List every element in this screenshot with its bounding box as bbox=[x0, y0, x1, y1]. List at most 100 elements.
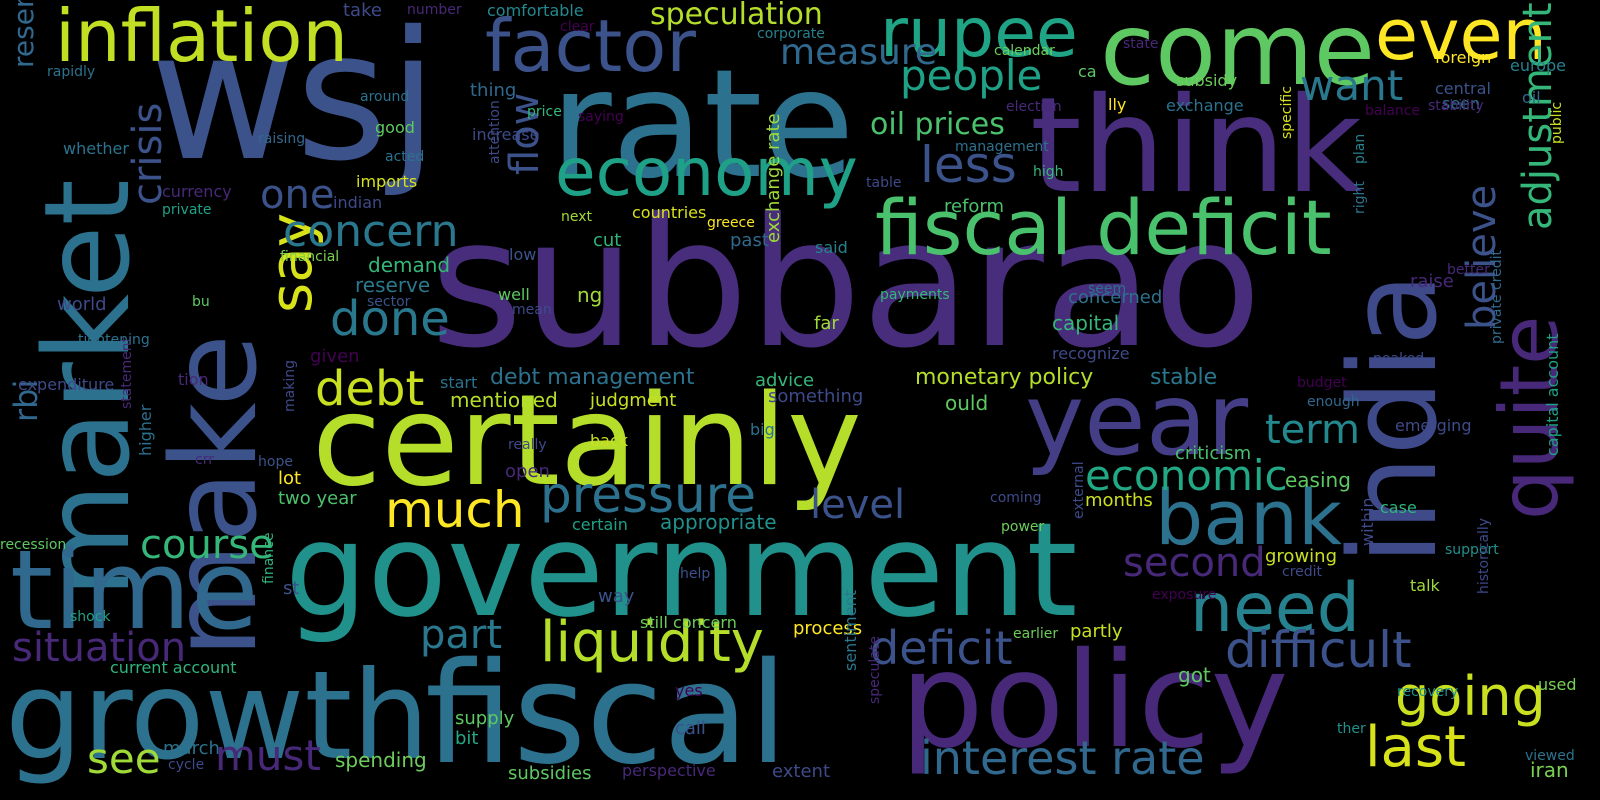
word-concern: concern bbox=[283, 206, 459, 257]
word-saying: saying bbox=[578, 109, 624, 125]
word-st: st bbox=[283, 578, 300, 599]
word-ther: ther bbox=[1337, 721, 1366, 737]
word-private-credit: private credit bbox=[1489, 250, 1505, 344]
word-monetary-policy: monetary policy bbox=[915, 365, 1094, 390]
word-oil-prices: oil prices bbox=[870, 107, 1005, 142]
word-external: external bbox=[1071, 461, 1087, 519]
word-ng: ng bbox=[577, 283, 603, 307]
word-oil: oil bbox=[1522, 88, 1541, 107]
word-power: power bbox=[1001, 519, 1045, 535]
word-partly: partly bbox=[1070, 621, 1123, 642]
word-ca: ca bbox=[1078, 62, 1097, 81]
word-take: take bbox=[343, 0, 382, 21]
word-economy: economy bbox=[555, 134, 858, 211]
word-tightening: tightening bbox=[78, 332, 150, 348]
word-interest-rate: interest rate bbox=[920, 731, 1205, 785]
word-lly: lly bbox=[1108, 95, 1127, 114]
word-credit: credit bbox=[1282, 564, 1323, 580]
word-seen: seen bbox=[1442, 94, 1481, 113]
word-expenditure: expenditure bbox=[18, 375, 115, 394]
word-criticism: criticism bbox=[1175, 443, 1252, 464]
word-measure: measure bbox=[780, 32, 938, 73]
word-recognize: recognize bbox=[1052, 344, 1130, 363]
word-help: help bbox=[680, 566, 711, 582]
word-calendar: calendar bbox=[994, 43, 1055, 59]
word-back: back bbox=[590, 431, 629, 450]
word-debt: debt bbox=[315, 361, 425, 417]
word-difficult: difficult bbox=[1225, 621, 1412, 679]
word-subsidy: subsidy bbox=[1176, 71, 1238, 90]
word-next: next bbox=[561, 209, 593, 225]
word-big: big bbox=[750, 420, 775, 439]
word-used: used bbox=[1538, 675, 1577, 694]
word-economic: economic bbox=[1085, 451, 1288, 500]
word-rupee: rupee bbox=[880, 0, 1078, 73]
word-reform: reform bbox=[944, 196, 1005, 217]
word-think: think bbox=[1030, 69, 1363, 223]
word-clear: clear bbox=[560, 19, 595, 35]
word-raising: raising bbox=[258, 131, 306, 147]
word-viewed: viewed bbox=[1525, 748, 1575, 764]
word-need: need bbox=[1190, 569, 1360, 648]
word-still-concern: still concern bbox=[640, 613, 737, 632]
word-emerging: emerging bbox=[1395, 416, 1472, 435]
word-payments: payments bbox=[880, 287, 950, 303]
word-situation: situation bbox=[12, 625, 187, 671]
word-pressure: pressure bbox=[540, 466, 756, 524]
word-enough: enough bbox=[1307, 394, 1360, 410]
word-reserve-bank: reserve bank bbox=[7, 0, 40, 68]
word-perspective: perspective bbox=[622, 761, 716, 780]
word-sentiment: sentiment bbox=[841, 590, 860, 671]
word-yes: yes bbox=[675, 681, 703, 700]
word-capital: capital bbox=[1052, 311, 1120, 335]
word-fiscal-deficit: fiscal deficit bbox=[875, 183, 1332, 272]
word-said: said bbox=[815, 238, 848, 257]
word-spending: spending bbox=[335, 748, 427, 772]
word-comfortable: comfortable bbox=[487, 1, 584, 20]
word-balance: balance bbox=[1365, 103, 1421, 119]
word-higher: higher bbox=[136, 404, 155, 456]
word-liquidity: liquidity bbox=[540, 610, 764, 675]
word-subsidies: subsidies bbox=[508, 763, 592, 784]
word-recovery: recovery bbox=[1397, 684, 1459, 700]
word-people: people bbox=[900, 51, 1043, 100]
word-debt-management: debt management bbox=[490, 365, 695, 390]
word-rapidly: rapidly bbox=[47, 64, 96, 80]
word-past: past bbox=[730, 230, 769, 251]
word-table: table bbox=[866, 175, 902, 191]
word-mentioned: mentioned bbox=[450, 388, 558, 412]
word-less: less bbox=[920, 136, 1017, 194]
word-support: support bbox=[1445, 542, 1499, 558]
word-demand: demand bbox=[368, 253, 451, 277]
word-increase: increase bbox=[472, 125, 540, 144]
word-within: within bbox=[1358, 497, 1377, 546]
word-subbarao: subbarao bbox=[430, 180, 1262, 387]
word-going: going bbox=[1395, 665, 1546, 728]
word-mean: mean bbox=[512, 302, 552, 318]
word-last: last bbox=[1365, 715, 1467, 780]
word-state: state bbox=[1123, 36, 1159, 52]
word-level: level bbox=[810, 482, 906, 528]
word-cycle: cycle bbox=[168, 757, 205, 773]
word-concerned: concerned bbox=[1068, 287, 1163, 308]
word-central: central bbox=[1435, 79, 1491, 98]
word-far: far bbox=[814, 313, 839, 334]
word-inflation: inflation bbox=[55, 0, 349, 78]
word-management: management bbox=[955, 139, 1049, 155]
word-peaked: peaked bbox=[1373, 351, 1425, 367]
word-attention: attention bbox=[487, 100, 503, 164]
word-making: making bbox=[282, 360, 298, 412]
word-indian: indian bbox=[333, 193, 383, 212]
word-growing: growing bbox=[1265, 546, 1337, 567]
word-year: year bbox=[1025, 361, 1249, 478]
word-government: government bbox=[285, 494, 1078, 646]
word-tion: tion bbox=[178, 370, 209, 389]
word-recession: recession bbox=[0, 537, 67, 553]
word-price: price bbox=[527, 104, 562, 120]
word-certainly: certainly bbox=[312, 367, 862, 514]
word-speculate: speculate bbox=[867, 636, 883, 704]
word-currency: currency bbox=[162, 182, 232, 201]
word-one: one bbox=[260, 172, 335, 218]
word-done: done bbox=[330, 291, 450, 347]
